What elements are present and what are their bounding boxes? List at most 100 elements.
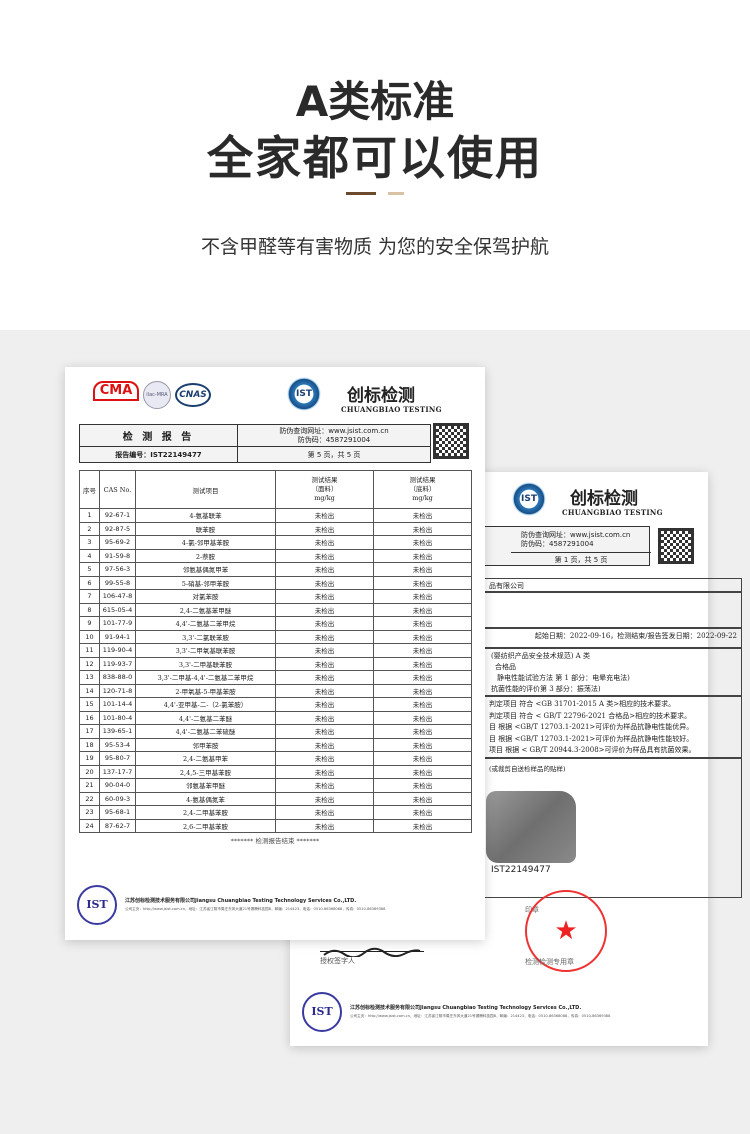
table-row: 7 106-47-8 对氯苯胺 未检出 未检出 — [79, 589, 472, 604]
row-index: 10 — [79, 629, 100, 644]
result-fabric: 未检出 — [275, 656, 374, 671]
table-row: 2 92-87-5 联苯胺 未检出 未检出 — [79, 521, 472, 536]
table-row: 24 87-62-7 2,6-二甲基苯胺 未检出 未检出 — [79, 818, 472, 833]
result-base: 未检出 — [373, 589, 472, 604]
cas-number: 95-69-2 — [99, 535, 136, 550]
result-base: 未检出 — [373, 764, 472, 779]
signature-scribble — [323, 947, 421, 959]
table-row: 5 97-56-3 邻氨基偶氮甲苯 未检出 未检出 — [79, 562, 472, 577]
result-fabric: 未检出 — [275, 724, 374, 739]
result-fabric: 未检出 — [275, 764, 374, 779]
cas-number: 60-09-3 — [99, 791, 136, 806]
qr-code — [433, 423, 469, 459]
test-item: 联苯胺 — [135, 521, 276, 536]
row-index: 14 — [79, 683, 100, 698]
report-title: 检 测 报 告 — [79, 424, 238, 447]
result-base: 未检出 — [373, 548, 472, 563]
result-fabric: 未检出 — [275, 508, 374, 523]
report-number: 报告编号：IST22149477 — [79, 446, 238, 463]
cma-logo: CMA — [93, 381, 139, 401]
sample-caption: (或裁剪自送检样品的贴样) — [489, 765, 566, 773]
cnas-logo: CNAS — [175, 383, 211, 407]
sample-row: (或裁剪自送检样品的贴样) IST22149477 — [280, 758, 742, 898]
result-fabric: 未检出 — [275, 737, 374, 752]
table-row: 20 137-17-7 2,4,5-三甲基苯胺 未检出 未检出 — [79, 764, 472, 779]
cas-number: 838-88-0 — [99, 670, 136, 685]
table-row: 23 95-68-1 2,4-二甲基苯胺 未检出 未检出 — [79, 805, 472, 820]
table-row: 15 101-14-4 4,4'-亚甲基-二-（2-氯苯胺） 未检出 未检出 — [79, 697, 472, 712]
test-item: 2,4-二氨基苯甲醚 — [135, 602, 276, 617]
row-index: 9 — [79, 616, 100, 631]
verify-code: 防伪码：4587291004 — [297, 435, 371, 444]
test-item: 4,4'-亚甲基-二-（2-氯苯胺） — [135, 697, 276, 712]
ist-logo-icon: IST — [287, 377, 321, 411]
result-fabric: 未检出 — [275, 683, 374, 698]
standard-line: 抗菌性能的评价第 3 部分：振荡法) — [491, 685, 601, 693]
table-row: 19 95-80-7 2,4-二氨基甲苯 未检出 未检出 — [79, 751, 472, 766]
table-row: 21 90-04-0 邻氨基苯甲醚 未检出 未检出 — [79, 778, 472, 793]
page-number: 第 1 页，共 5 页 — [511, 552, 651, 565]
col-header: 测试结果 （底料） mg/kg — [373, 470, 472, 509]
cas-number: 91-94-1 — [99, 629, 136, 644]
result-fabric: 未检出 — [275, 710, 374, 725]
conclusion-line: 判定项目 符合 < GB/T 22796-2021 合格品>相应的技术要求。 — [489, 711, 692, 720]
result-fabric: 未检出 — [275, 521, 374, 536]
result-base: 未检出 — [373, 562, 472, 577]
headline-1: A类标准 — [295, 77, 455, 126]
table-row: 18 95-53-4 邻甲苯胺 未检出 未检出 — [79, 737, 472, 752]
cas-number: 101-14-4 — [99, 697, 136, 712]
result-base: 未检出 — [373, 791, 472, 806]
cas-number: 119-93-7 — [99, 656, 136, 671]
result-fabric: 未检出 — [275, 548, 374, 563]
red-seal-stamp: ★ — [525, 890, 607, 972]
cas-number: 101-77-9 — [99, 616, 136, 631]
footer-company: 江苏创标检测技术服务有限公司Jiangsu Chuangbiao Testing… — [350, 1005, 582, 1011]
conclusion-line: 判定项目 符合 <GB 31701-2015 A 类>相应的技术要求。 — [489, 700, 676, 708]
row-index: 3 — [79, 535, 100, 550]
verify-site: 防伪查询网址：www.jsist.com.cn — [279, 426, 389, 435]
row-index: 5 — [79, 562, 100, 577]
table-row: 8 615-05-4 2,4-二氨基苯甲醚 未检出 未检出 — [79, 602, 472, 617]
table-row: 10 91-94-1 3,3'-二氯联苯胺 未检出 未检出 — [79, 629, 472, 644]
cas-number: 615-05-4 — [99, 602, 136, 617]
table-row: 16 101-80-4 4,4'-二氨基二苯醚 未检出 未检出 — [79, 710, 472, 725]
test-item: 5-硝基-邻甲苯胺 — [135, 575, 276, 590]
cas-number: 95-80-7 — [99, 751, 136, 766]
result-fabric: 未检出 — [275, 535, 374, 550]
result-base: 未检出 — [373, 724, 472, 739]
col-header: 测试结果 （面料） mg/kg — [275, 470, 374, 509]
result-fabric: 未检出 — [275, 791, 374, 806]
test-item: 邻甲苯胺 — [135, 737, 276, 752]
sample-photo — [486, 791, 576, 863]
test-item: 2,4-二甲基苯胺 — [135, 805, 276, 820]
seal-star-icon: ★ — [554, 916, 578, 946]
cas-number: 91-59-8 — [99, 548, 136, 563]
result-base: 未检出 — [373, 697, 472, 712]
result-base: 未检出 — [373, 629, 472, 644]
table-row: 12 119-93-7 3,3'-二甲基联苯胺 未检出 未检出 — [79, 656, 472, 671]
row-index: 15 — [79, 697, 100, 712]
test-item: 2,6-二甲基苯胺 — [135, 818, 276, 833]
result-fabric: 未检出 — [275, 778, 374, 793]
row-index: 23 — [79, 805, 100, 820]
result-fabric: 未检出 — [275, 602, 374, 617]
brand-en: CHUANGBIAO TESTING — [341, 405, 442, 414]
result-fabric: 未检出 — [275, 562, 374, 577]
row-index: 18 — [79, 737, 100, 752]
table-row: 4 91-59-8 2-萘胺 未检出 未检出 — [79, 548, 472, 563]
row-index: 13 — [79, 670, 100, 685]
test-item: 3,3'-二甲基联苯胺 — [135, 656, 276, 671]
cas-number: 97-56-3 — [99, 562, 136, 577]
table-row: 3 95-69-2 4-氯-邻甲基苯胺 未检出 未检出 — [79, 535, 472, 550]
row-index: 8 — [79, 602, 100, 617]
col-header: 序号 — [79, 470, 100, 509]
brand-en: CHUANGBIAO TESTING — [562, 508, 663, 517]
standard-line: (婴纺织产品安全技术规范) A 类 — [491, 652, 590, 660]
test-item: 4-氯-邻甲基苯胺 — [135, 535, 276, 550]
row-index: 20 — [79, 764, 100, 779]
test-item: 2,4,5-三甲基苯胺 — [135, 764, 276, 779]
brand-name: 创标检测 — [347, 386, 415, 406]
table-row: 6 99-55-8 5-硝基-邻甲苯胺 未检出 未检出 — [79, 575, 472, 590]
signer-label: 授权签字人 — [320, 957, 355, 965]
result-base: 未检出 — [373, 521, 472, 536]
